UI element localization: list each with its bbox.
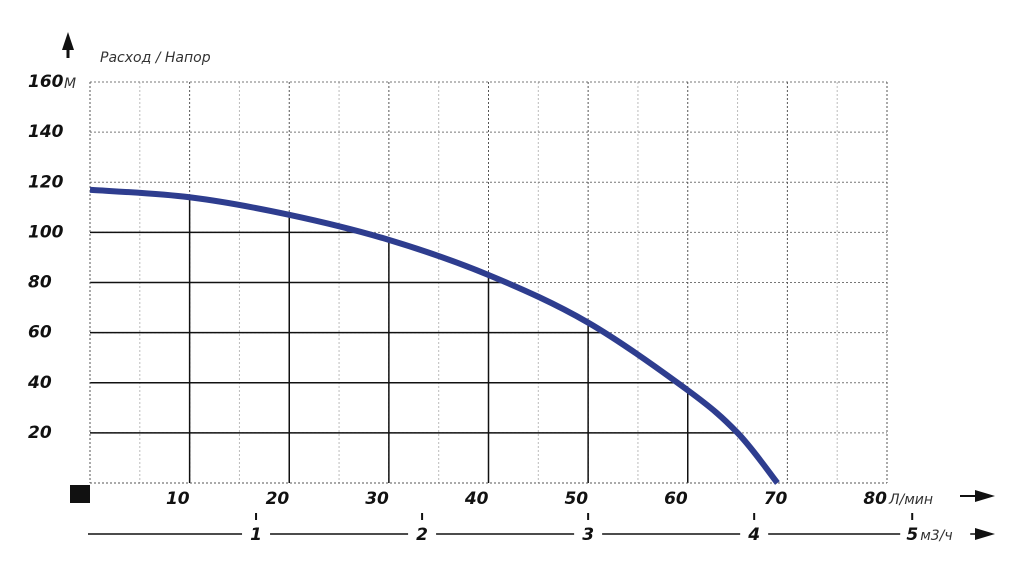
y-tick-label: 40 bbox=[27, 373, 52, 393]
chart-title: Расход / Напор bbox=[100, 50, 211, 66]
x2-label-bg bbox=[900, 524, 971, 544]
origin-mark bbox=[70, 485, 90, 503]
y-tick-label: 140 bbox=[28, 122, 64, 142]
x-arrow bbox=[975, 490, 995, 502]
x-tick-label: 10 bbox=[166, 489, 190, 509]
x-tick-label: 50 bbox=[564, 489, 588, 509]
x-tick-label: 40 bbox=[464, 489, 489, 509]
y-tick-label: 120 bbox=[28, 172, 64, 192]
x2-label-bg bbox=[574, 524, 603, 544]
x-unit: Л/мин bbox=[888, 492, 933, 508]
y-arrow bbox=[62, 32, 74, 50]
x2-label-bg bbox=[408, 524, 437, 544]
x2-label-bg bbox=[242, 524, 271, 544]
x2-tick-label: 5 bbox=[906, 525, 918, 545]
y-tick-label: 100 bbox=[28, 222, 64, 242]
x2-tick-label: 2 bbox=[416, 525, 428, 545]
x-tick-label: 80 bbox=[863, 489, 887, 509]
x-tick-label: 60 bbox=[664, 489, 688, 509]
x2-unit: м3/ч bbox=[920, 528, 952, 544]
x2-arrow bbox=[975, 528, 995, 540]
x-tick-label: 20 bbox=[266, 489, 290, 509]
y-tick-label: 160 bbox=[28, 72, 64, 92]
y-tick-label: 80 bbox=[28, 273, 52, 293]
x2-label-bg bbox=[740, 524, 769, 544]
x2-tick-label: 1 bbox=[250, 525, 262, 545]
y-tick-label: 60 bbox=[28, 323, 52, 343]
x2-tick-label: 3 bbox=[582, 525, 594, 545]
y-tick-label: 20 bbox=[28, 423, 52, 443]
x-tick-label: 30 bbox=[365, 489, 389, 509]
x2-tick-label: 4 bbox=[747, 525, 760, 545]
curve bbox=[89, 186, 780, 485]
x-tick-label: 70 bbox=[764, 489, 788, 509]
y-unit: М bbox=[64, 76, 76, 92]
